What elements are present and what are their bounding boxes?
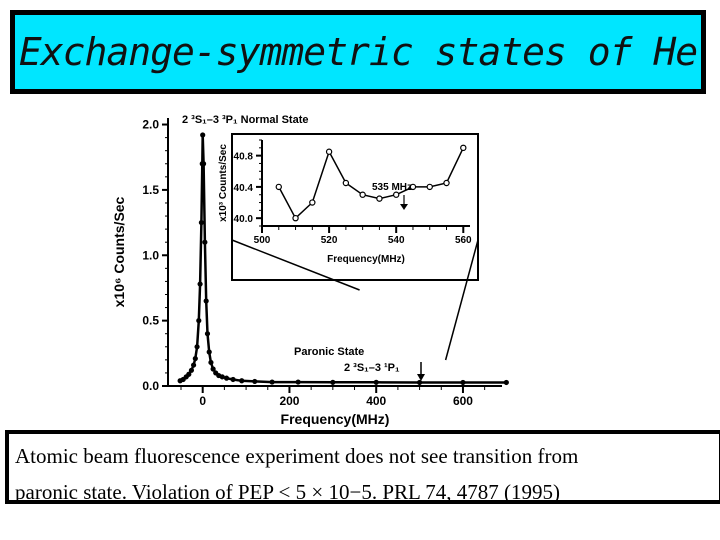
inset-data-point — [342, 179, 350, 187]
main-y-tick-label: 1.0 — [142, 248, 159, 262]
main-data-point — [208, 359, 214, 366]
main-data-point — [230, 376, 236, 383]
inset-data-point — [409, 183, 417, 191]
annotation-paronic-state: Paronic State — [294, 346, 364, 358]
main-data-point — [503, 379, 509, 386]
main-data-point — [223, 375, 230, 381]
main-data-point — [210, 366, 216, 372]
annotation-paronic-transition: 2 ³S₁–3 ¹P₁ — [344, 362, 400, 374]
main-x-tick-label: 400 — [366, 394, 386, 408]
annotation-normal-state: 2 ³S₁–3 ³P₁ Normal State — [182, 114, 308, 126]
main-data-point — [200, 132, 206, 138]
main-y-tick-label: 2.0 — [142, 118, 159, 132]
main-data-point — [190, 362, 197, 368]
inset-x-tick-label: 500 — [254, 235, 271, 246]
slide-title: Exchange-symmetric states of He — [18, 30, 698, 74]
main-data-point — [194, 344, 200, 350]
inset-x-tick-label: 540 — [388, 235, 405, 246]
inset-x-tick-label: 560 — [455, 235, 472, 246]
main-data-point — [188, 367, 195, 373]
inset-plot: 40.0 40.4 40.8 500 520 540 560 Frequency(MHz) x1… — [218, 133, 479, 281]
main-x-tick-label: 600 — [453, 394, 473, 408]
inset-y-tick-label: 40.0 — [234, 214, 254, 225]
inset-data-point — [359, 191, 366, 198]
inset-data-point — [309, 199, 316, 206]
main-data-point — [206, 349, 212, 355]
inset-data-point — [443, 179, 450, 187]
caption-box: Atomic beam fluorescence experiment does… — [5, 430, 720, 504]
inset-x-axis-label: Frequency(MHz) — [327, 254, 405, 265]
paronic-arrow-head — [417, 374, 425, 381]
main-data-point — [295, 379, 301, 385]
inset-frame — [231, 133, 479, 281]
annotations: 2 ³S₁–3 ³P₁ Normal State Paronic State 2 ³… — [182, 114, 425, 381]
main-x-tick-label: 0 — [199, 394, 206, 408]
main-y-tick-label: 1.5 — [142, 183, 159, 197]
main-x-tick-label: 200 — [279, 394, 299, 408]
inset-data-point — [392, 191, 400, 198]
inset-data-point — [426, 183, 433, 191]
main-data-point — [198, 219, 204, 226]
inset-data-point — [460, 144, 467, 152]
inset-data-point — [292, 214, 299, 222]
inset-y-axis-label: x10³ Counts/Sec — [218, 144, 229, 222]
main-data-point — [219, 374, 225, 380]
main-data-point — [196, 318, 202, 324]
chart-figure: 0.0 0.5 1.0 1.5 2.0 0 200 400 600 Frequency(MHz) x… — [111, 114, 509, 427]
main-data-point — [197, 281, 203, 287]
main-data-point — [330, 379, 336, 385]
inset-y-tick-label: 40.8 — [234, 152, 254, 163]
annotation-535-mhz: 535 MHz — [372, 182, 412, 193]
main-data-point — [203, 298, 209, 304]
inset-data-point — [376, 195, 383, 202]
main-data-point — [373, 379, 379, 385]
inset-y-tick-label: 40.4 — [234, 183, 254, 194]
main-data-point — [200, 161, 207, 167]
inset-data-point — [275, 183, 282, 191]
zoom-line-right — [444, 239, 479, 361]
main-data-point — [460, 379, 466, 386]
main-data-point — [239, 378, 245, 384]
title-banner: Exchange-symmetric states of He — [10, 10, 706, 94]
inset-arrow-head — [400, 204, 408, 210]
main-data-point — [416, 379, 423, 386]
main-data-point — [269, 379, 275, 385]
inset-x-tick-label: 520 — [321, 235, 338, 246]
main-y-axis-label: x10⁶ Counts/Sec — [111, 196, 127, 307]
zoom-connector-lines — [231, 239, 479, 361]
main-y-tick-label: 0.5 — [142, 314, 159, 328]
main-y-tick-label: 0.0 — [142, 379, 159, 393]
main-data-point — [252, 378, 258, 385]
caption-line-2: paronic state. Violation of PEP < 5 × 10… — [15, 480, 561, 504]
caption-line-1: Atomic beam fluorescence experiment does… — [15, 444, 579, 468]
zoom-line-left — [231, 239, 360, 291]
main-data-point — [192, 355, 198, 362]
inset-data-point — [325, 148, 333, 155]
main-data-point — [202, 239, 208, 245]
main-data-point — [186, 371, 192, 377]
main-series-line — [179, 134, 507, 384]
main-data-point — [204, 331, 211, 337]
main-x-axis-label: Frequency(MHz) — [281, 411, 390, 427]
main-plot: 0.0 0.5 1.0 1.5 2.0 0 200 400 600 Frequency(MHz) x… — [111, 118, 509, 427]
